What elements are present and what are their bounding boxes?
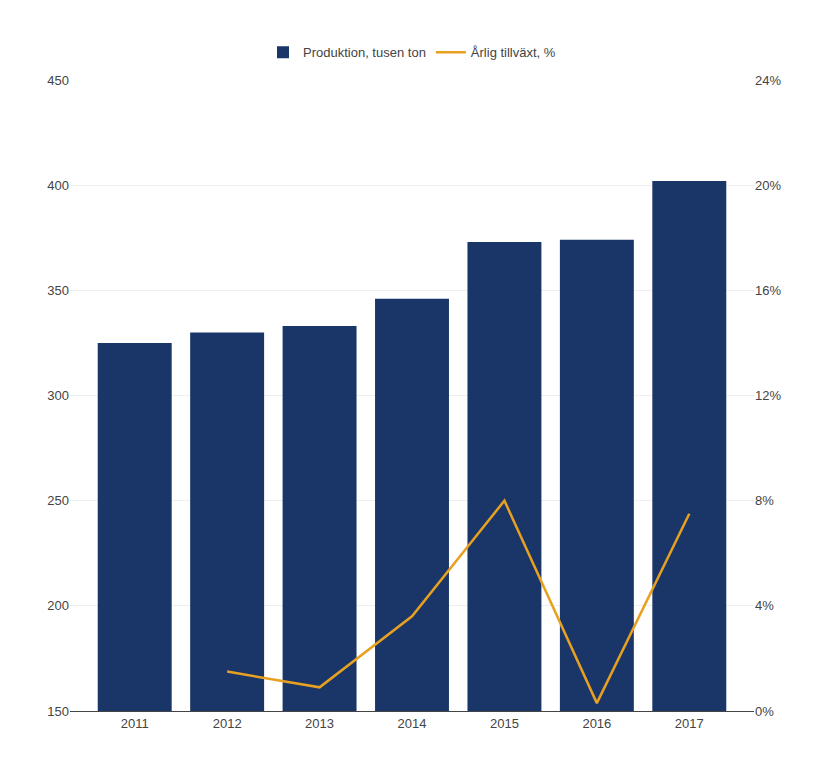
svg-text:4%: 4%	[755, 598, 774, 613]
svg-text:16%: 16%	[755, 283, 781, 298]
svg-text:300: 300	[47, 388, 69, 403]
svg-text:150: 150	[47, 704, 69, 719]
svg-text:2014: 2014	[398, 716, 427, 731]
svg-text:8%: 8%	[755, 493, 774, 508]
svg-text:400: 400	[47, 178, 69, 193]
svg-text:0%: 0%	[755, 704, 774, 719]
svg-text:Produktion, tusen ton: Produktion, tusen ton	[303, 45, 426, 60]
svg-text:24%: 24%	[755, 73, 781, 88]
svg-text:250: 250	[47, 493, 69, 508]
svg-text:Årlig tillväxt, %: Årlig tillväxt, %	[471, 45, 556, 60]
svg-text:2016: 2016	[582, 716, 611, 731]
svg-text:2011: 2011	[121, 716, 149, 731]
svg-text:350: 350	[47, 283, 69, 298]
svg-text:450: 450	[47, 73, 69, 88]
svg-text:20%: 20%	[755, 178, 781, 193]
svg-text:2012: 2012	[213, 716, 242, 731]
svg-text:2013: 2013	[305, 716, 334, 731]
svg-text:200: 200	[47, 598, 69, 613]
svg-text:12%: 12%	[755, 388, 781, 403]
svg-text:2017: 2017	[675, 716, 704, 731]
svg-text:2015: 2015	[490, 716, 519, 731]
